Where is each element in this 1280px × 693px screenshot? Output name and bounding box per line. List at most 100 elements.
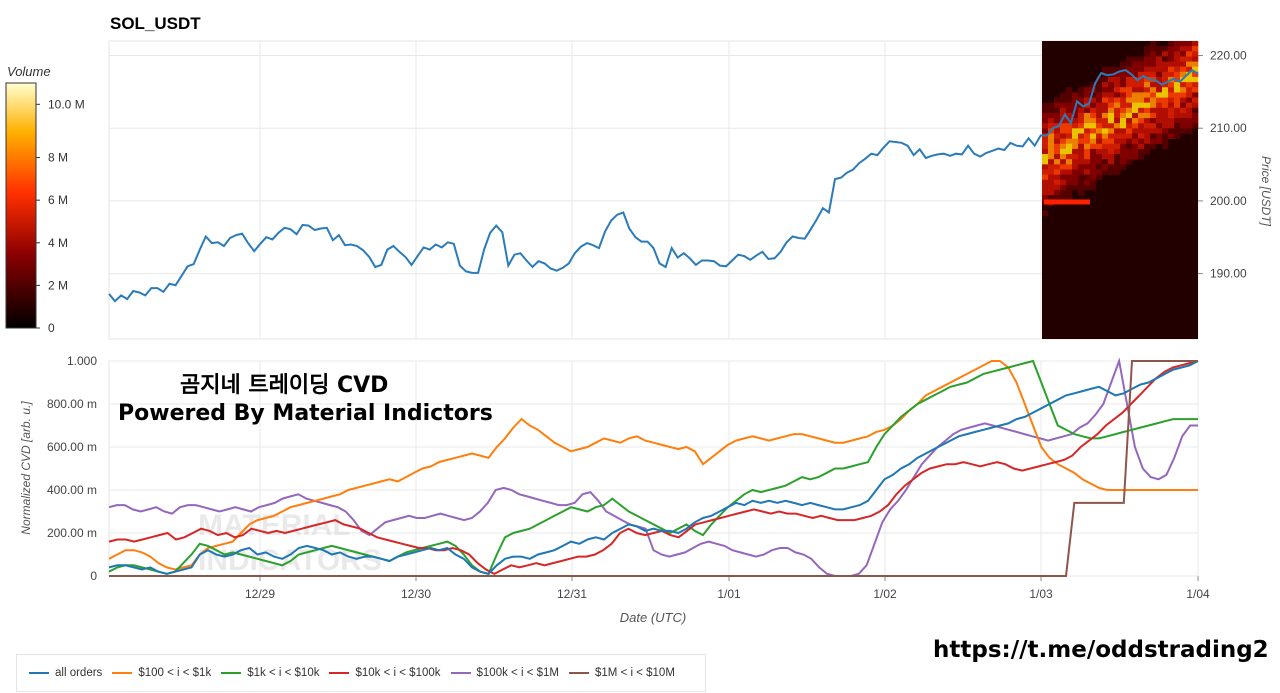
heatmap-cell bbox=[1120, 66, 1127, 73]
legend-item-all-orders[interactable]: all orders bbox=[29, 667, 102, 679]
heatmap-cell bbox=[1168, 71, 1175, 78]
heatmap-cell bbox=[1102, 82, 1109, 88]
heatmap-cell bbox=[1180, 128, 1187, 134]
heatmap-cell bbox=[1048, 133, 1055, 139]
heatmap-cell bbox=[1168, 87, 1175, 93]
heatmap-cell bbox=[1072, 174, 1079, 181]
heatmap-cell bbox=[1042, 102, 1049, 109]
heatmap-cell bbox=[1174, 112, 1181, 119]
heatmap-cell bbox=[1096, 159, 1103, 165]
heatmap-cell bbox=[1168, 118, 1175, 124]
heatmap-cell bbox=[1162, 66, 1169, 73]
heatmap-cell bbox=[1102, 128, 1109, 134]
heatmap-cell bbox=[1120, 87, 1127, 93]
heatmap-cell bbox=[1060, 184, 1067, 191]
heatmap-cell bbox=[1162, 87, 1169, 93]
heatmap-cell bbox=[1084, 107, 1091, 114]
heatmap-cell bbox=[1060, 154, 1067, 160]
legend-item-10k-100k[interactable]: $10k < i < $100k bbox=[329, 667, 441, 679]
heatmap-cell bbox=[1102, 169, 1109, 175]
heatmap-cell bbox=[1156, 138, 1163, 145]
cvd-series-line bbox=[108, 359, 1198, 576]
heatmap-cell bbox=[1042, 112, 1049, 119]
heatmap-cell bbox=[1072, 169, 1079, 175]
heatmap-cell bbox=[1156, 118, 1163, 124]
heatmap-cell bbox=[1078, 154, 1085, 160]
heatmap-cell bbox=[1156, 82, 1163, 88]
heatmap-cell bbox=[1174, 133, 1181, 139]
heatmap-cell bbox=[1102, 148, 1109, 155]
heatmap-cell bbox=[1132, 128, 1139, 134]
legend-item-1k-10k[interactable]: $1k < i < $10k bbox=[221, 667, 319, 679]
heatmap-cell bbox=[1174, 82, 1181, 88]
legend-item-100-1k[interactable]: $100 < i < $1k bbox=[112, 667, 211, 679]
legend-item-100k-1m[interactable]: $100k < i < $1M bbox=[450, 667, 559, 679]
heatmap-cell bbox=[1126, 87, 1133, 93]
heatmap-cell bbox=[1174, 61, 1181, 67]
x-tick-label: 12/29 bbox=[245, 587, 275, 601]
heatmap-cell bbox=[1108, 97, 1115, 103]
legend-label: $1k < i < $10k bbox=[247, 667, 320, 679]
heatmap-cell bbox=[1174, 118, 1181, 124]
heatmap-cell bbox=[1084, 138, 1091, 145]
heatmap-cell bbox=[1120, 118, 1127, 124]
heatmap-cell bbox=[1078, 118, 1085, 124]
legend-swatch bbox=[112, 672, 133, 674]
legend-swatch bbox=[221, 672, 242, 674]
heatmap-cell bbox=[1102, 87, 1109, 93]
heatmap-cell bbox=[1150, 128, 1157, 134]
heatmap-cell bbox=[1108, 164, 1115, 170]
heatmap-cell bbox=[1132, 76, 1139, 83]
heatmap-cell bbox=[1060, 123, 1067, 129]
heatmap-cell bbox=[1102, 143, 1109, 150]
heatmap-cell bbox=[1144, 92, 1151, 98]
heatmap-cell bbox=[1054, 128, 1061, 134]
heatmap-cell bbox=[1150, 92, 1157, 98]
heatmap-cell bbox=[1066, 195, 1073, 201]
heatmap-cell bbox=[1174, 128, 1181, 134]
heatmap-cell bbox=[1084, 128, 1091, 134]
heatmap-cell bbox=[1180, 123, 1187, 129]
heatmap-cell bbox=[1108, 154, 1115, 160]
heatmap-cell bbox=[1126, 97, 1133, 103]
heatmap-cell bbox=[1066, 102, 1073, 109]
heatmap-cell bbox=[1150, 71, 1157, 78]
heatmap-cell bbox=[1126, 138, 1133, 145]
heatmap-cell bbox=[1096, 154, 1103, 160]
heatmap-cell bbox=[1078, 107, 1085, 114]
heatmap-cell bbox=[1126, 66, 1133, 73]
heatmap-cell bbox=[1180, 61, 1187, 67]
heatmap-cell bbox=[1102, 112, 1109, 119]
x-tick-label: 1/03 bbox=[1029, 587, 1053, 601]
heatmap-cell bbox=[1090, 123, 1097, 129]
cvd-series-line bbox=[108, 360, 1199, 576]
heatmap-cell bbox=[1138, 82, 1145, 88]
heatmap-cell bbox=[1132, 66, 1139, 73]
heatmap-cell bbox=[1150, 66, 1157, 73]
telegram-link[interactable]: https://t.me/oddstrading2 bbox=[933, 637, 1269, 663]
heatmap-cell bbox=[1108, 82, 1115, 88]
heatmap-cell bbox=[1132, 56, 1139, 62]
heatmap-cell bbox=[1078, 190, 1085, 196]
heatmap-cell bbox=[1084, 143, 1091, 150]
heatmap-cell bbox=[1102, 66, 1109, 73]
heatmap-cell bbox=[1060, 190, 1067, 196]
heatmap-cell bbox=[1048, 184, 1055, 191]
heatmap-cell bbox=[1054, 179, 1061, 186]
heatmap-cell bbox=[1132, 118, 1139, 124]
heatmap-cell bbox=[1108, 138, 1115, 145]
heatmap-cell bbox=[1132, 138, 1139, 145]
heatmap-cell bbox=[1186, 82, 1193, 88]
heatmap-cell bbox=[1048, 169, 1055, 175]
heatmap-cell bbox=[1120, 71, 1127, 78]
heatmap-cell bbox=[1186, 87, 1193, 93]
heatmap-cell bbox=[1084, 159, 1091, 165]
heatmap-cell bbox=[1108, 87, 1115, 93]
heatmap-cell bbox=[1060, 169, 1067, 175]
watermark: MATERIAL bbox=[198, 509, 351, 542]
legend-item-1m-10m[interactable]: $1M < i < $10M bbox=[569, 667, 675, 679]
heatmap-cell bbox=[1192, 61, 1199, 67]
heatmap-cell bbox=[1042, 184, 1049, 191]
heatmap-cell bbox=[1192, 41, 1199, 47]
